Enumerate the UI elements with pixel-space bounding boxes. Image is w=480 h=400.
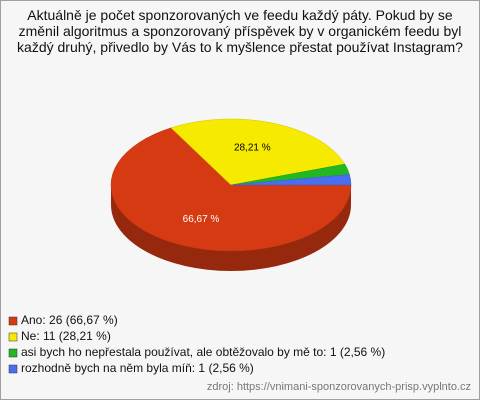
chart-title: Aktuálně je počet sponzorovaných ve feed… [17,7,463,55]
value-label: 66,67 % [183,214,220,225]
legend-label: rozhodně bych na něm byla míň: 1 (2,56 %… [21,361,254,375]
slice [170,118,346,186]
legend-label: asi bych ho nepřestala používat, ale obt… [21,345,385,359]
slice [230,174,352,186]
source: zdroj: https://vnimani-sponzorovanych-pr… [207,381,471,393]
slice [110,127,352,252]
legend-swatch [8,348,18,358]
legend-swatch [8,316,18,326]
legend-label: Ne: 11 (28,21 %) [21,329,111,343]
slice-side [111,185,351,271]
value-label: 28,21 % [234,143,271,154]
legend-swatch [8,332,18,342]
legend-label: Ano: 26 (66,67 %) [21,313,118,327]
legend-swatch [8,364,18,374]
